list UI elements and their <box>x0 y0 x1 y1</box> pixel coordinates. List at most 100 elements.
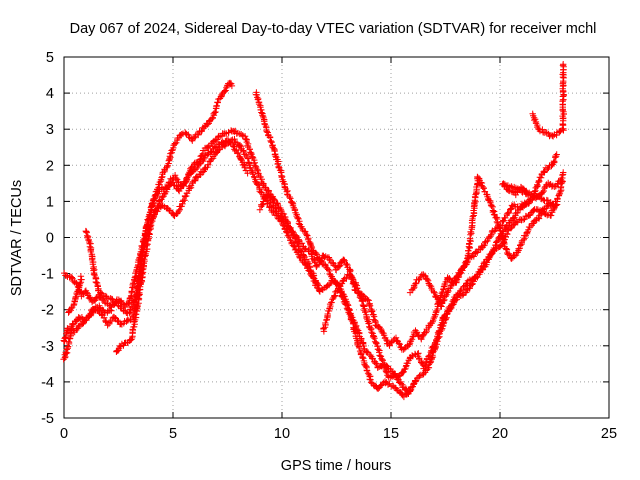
data-point <box>333 281 340 288</box>
data-point <box>244 170 251 177</box>
data-point <box>395 340 403 347</box>
data-point <box>411 379 418 387</box>
data-point <box>428 320 435 327</box>
data-point <box>65 339 73 346</box>
data-point <box>302 245 309 252</box>
data-point <box>448 300 456 308</box>
data-point <box>364 296 371 303</box>
data-point <box>548 162 555 170</box>
data-point <box>244 142 251 149</box>
data-point <box>235 149 242 157</box>
data-point <box>92 278 99 286</box>
data-point <box>525 191 532 199</box>
data-point <box>277 212 285 220</box>
data-point <box>384 381 392 388</box>
data-point <box>183 189 191 197</box>
data-point <box>499 218 506 225</box>
data-point <box>154 203 161 211</box>
data-point <box>488 202 495 210</box>
data-point <box>286 234 293 241</box>
data-point <box>286 193 293 201</box>
data-point <box>260 114 267 122</box>
data-point <box>265 192 272 200</box>
data-point <box>130 297 137 304</box>
data-point <box>550 201 557 209</box>
data-point <box>290 204 297 211</box>
data-point <box>450 280 457 287</box>
data-point <box>408 384 415 392</box>
data-point <box>537 174 545 181</box>
data-point <box>241 164 248 171</box>
data-point <box>383 368 390 375</box>
data-point <box>493 218 501 226</box>
data-point <box>530 207 538 214</box>
data-point <box>447 302 455 309</box>
data-point <box>258 109 265 116</box>
data-point <box>201 165 208 172</box>
chart-title: Day 067 of 2024, Sidereal Day-to-day VTE… <box>70 21 597 37</box>
data-point <box>428 354 435 362</box>
data-point <box>553 151 560 158</box>
series-4 <box>60 89 565 401</box>
data-point <box>366 302 374 309</box>
data-point <box>133 306 140 314</box>
data-point <box>243 136 250 143</box>
data-point <box>104 322 111 329</box>
y-tick-label: -1 <box>41 267 54 283</box>
data-point <box>83 289 90 296</box>
data-point <box>479 242 487 250</box>
data-point <box>348 274 355 281</box>
data-point <box>371 335 378 342</box>
data-point <box>295 220 303 227</box>
y-tick-label: 5 <box>46 50 54 66</box>
data-point <box>267 198 274 205</box>
series-5 <box>256 61 567 397</box>
data-point <box>396 341 403 348</box>
data-point <box>498 232 506 239</box>
data-point <box>539 189 546 196</box>
data-point <box>440 297 447 304</box>
data-point <box>485 256 492 263</box>
data-point <box>479 183 486 190</box>
x-tick-labels: 0 5 10 15 20 25 <box>60 426 617 442</box>
data-point <box>158 174 165 181</box>
data-point <box>261 121 269 128</box>
data-point <box>268 138 275 146</box>
data-point <box>373 360 380 367</box>
data-point <box>193 164 201 172</box>
data-point <box>281 184 289 191</box>
data-point <box>324 266 332 273</box>
data-point <box>205 143 212 150</box>
x-axis-label: GPS time / hours <box>281 458 391 474</box>
data-point <box>438 326 445 334</box>
data-point <box>195 131 202 139</box>
data-point <box>362 308 369 315</box>
data-point <box>112 298 120 306</box>
data-point <box>86 311 93 319</box>
data-point <box>397 380 405 387</box>
data-point <box>471 199 478 207</box>
data-point <box>192 165 199 173</box>
y-tick-label: 2 <box>46 158 54 174</box>
data-point <box>291 235 299 242</box>
data-point <box>556 191 563 198</box>
data-point <box>508 224 515 232</box>
data-point <box>274 160 282 167</box>
data-point <box>354 284 361 292</box>
data-point <box>368 308 376 315</box>
data-point <box>87 310 94 317</box>
data-point <box>108 317 116 325</box>
data-point <box>221 88 228 95</box>
data-point <box>303 231 310 238</box>
data-point <box>108 307 115 314</box>
data-point <box>320 325 327 332</box>
data-point <box>523 191 531 198</box>
data-point <box>114 317 121 324</box>
data-point <box>383 336 390 344</box>
data-point <box>135 292 142 299</box>
data-point <box>469 213 476 220</box>
data-point <box>186 183 193 190</box>
data-point <box>77 273 85 280</box>
data-point <box>386 342 393 349</box>
data-point <box>63 346 70 353</box>
